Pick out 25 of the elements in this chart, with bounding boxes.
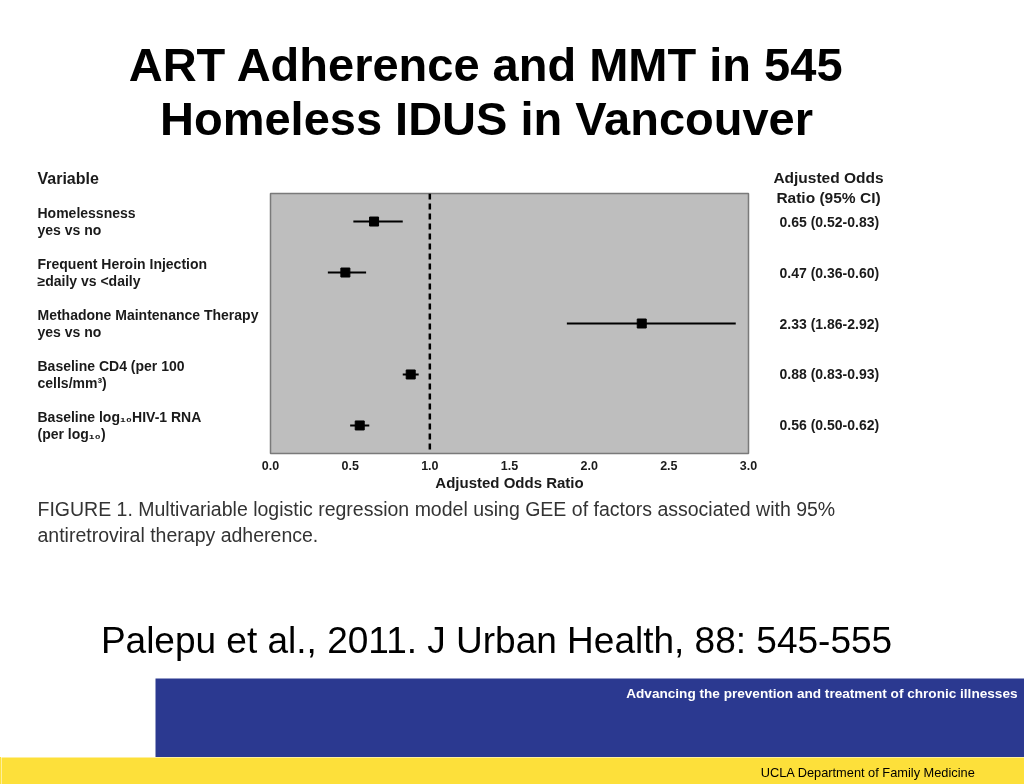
y-axis-title: Variable — [37, 170, 99, 187]
x-tick-label: 0.0 — [261, 458, 280, 473]
x-tick-label: 0.5 — [341, 458, 359, 473]
data-label: 0.88 (0.83-0.93) — [779, 366, 880, 383]
text: UCLA Department of Family Medicine — [760, 765, 975, 780]
caption: FIGURE 1. Multivariable logistic regression model using GEE of factors associated with 95% antiretroviral therapy adherence. — [37, 497, 836, 546]
text: Palepu et al., 2011. J Urban Health, 88: 545-555 — [100, 620, 893, 661]
x-tick-label: 2.0 — [580, 458, 598, 473]
y-tick-label: Baseline CD4 (per 100 cells/mm³) — [37, 357, 185, 392]
data-label: 0.65 (0.52-0.83) — [779, 213, 880, 230]
y-tick-label: Homelessness yes vs no — [37, 204, 136, 239]
x-axis-title: Adjusted Odds Ratio — [435, 473, 584, 491]
text: Advancing the prevention and treatment of chronic illnesses — [626, 686, 1018, 701]
x-tick-label: 3.0 — [739, 458, 758, 473]
text: Adjusted Odds Ratio (95% CI) — [773, 168, 884, 207]
y-tick-label: Baseline log₁₀HIV-1 RNA (per log₁₀) — [37, 408, 202, 443]
y-tick-label: Frequent Heroin Injection ≥daily vs <daily — [37, 255, 208, 290]
data-label: 0.56 (0.50-0.62) — [779, 417, 880, 434]
data-label: 2.33 (1.86-2.92) — [779, 315, 880, 332]
x-tick-label: 1.0 — [421, 458, 439, 473]
x-tick-label: 1.5 — [500, 458, 519, 473]
y-tick-label: Methadone Maintenance Therapy yes vs no — [37, 306, 259, 341]
x-tick-label: 2.5 — [660, 458, 678, 473]
chart-title: ART Adherence and MMT in 545 Homeless IDUS in Vancouver — [128, 37, 843, 146]
data-label: 0.47 (0.36-0.60) — [779, 264, 880, 281]
